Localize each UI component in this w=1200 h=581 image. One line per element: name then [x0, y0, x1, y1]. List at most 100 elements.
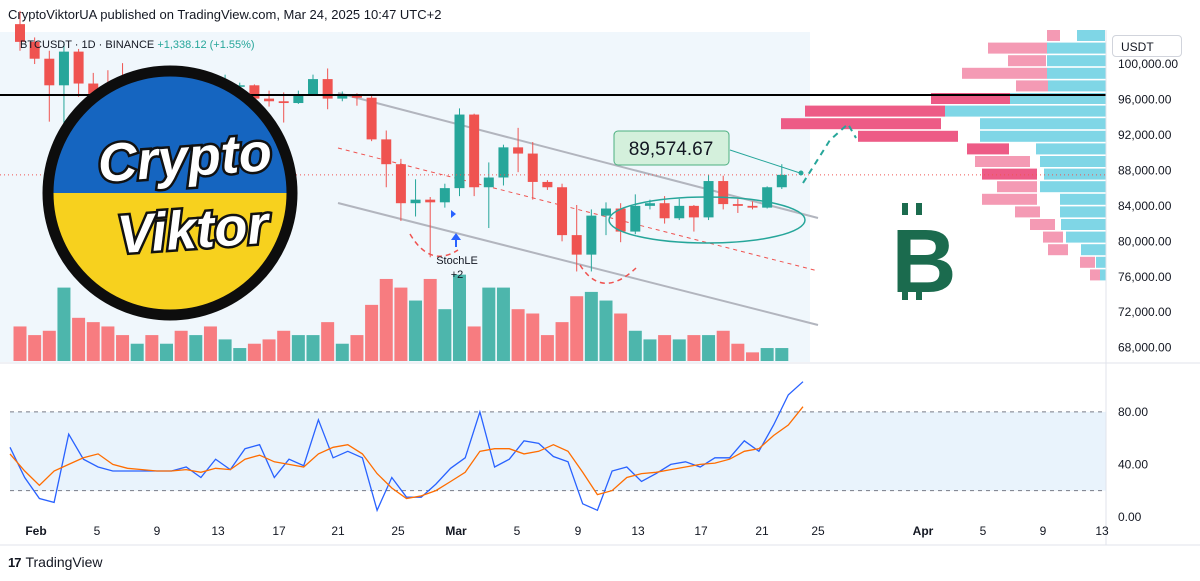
stoch-band-fill [10, 411, 1106, 491]
volume-bar [379, 278, 393, 361]
price-tick-label: 96,000.00 [1118, 92, 1172, 106]
stoch-arrowhead-icon [451, 233, 461, 240]
candle-body [688, 205, 699, 218]
candle-body [718, 181, 729, 205]
time-tick-label: Apr [913, 524, 934, 538]
candle-body [278, 101, 289, 104]
volume-bar [775, 348, 789, 361]
time-tick-label: Mar [445, 524, 467, 538]
volume-bar [628, 330, 642, 361]
candle-body [381, 139, 392, 165]
volume-profile-sell [982, 193, 1037, 205]
volume-bar [28, 335, 42, 361]
candle-body [88, 83, 99, 95]
projection-arrow [802, 122, 857, 184]
volume-profile-sell [997, 181, 1037, 193]
volume-profile-buy [980, 130, 1106, 142]
candle-body [601, 208, 611, 216]
candle-body [732, 204, 743, 206]
time-tick-label: 5 [94, 524, 101, 538]
candle-body [322, 79, 333, 99]
candle-body [293, 94, 304, 104]
candle-body [351, 95, 362, 98]
volume-bar [394, 287, 408, 361]
callout-connector [729, 149, 801, 174]
volume-bar [511, 309, 525, 361]
price-callout-box [613, 130, 730, 166]
stoch-signal-label: StochLE [436, 255, 478, 267]
channel-upper-line [337, 92, 819, 219]
volume-profile-sell [1090, 269, 1100, 281]
volume-profile-sell [1015, 206, 1040, 218]
volume-bar [467, 326, 481, 361]
time-tick-label: 17 [694, 524, 708, 538]
volume-profile-buy [1081, 244, 1106, 256]
volume-profile-buy [1060, 193, 1106, 205]
price-callout-label: 89,574.67 [629, 139, 714, 160]
volume-profile-sell [1030, 219, 1055, 230]
price-tick-label: 68,000.00 [1118, 341, 1172, 355]
volume-bar [672, 339, 686, 361]
volume-bar [482, 287, 496, 361]
volume-profile-buy [1048, 80, 1106, 92]
tradingview-footer[interactable]: 17 TradingView [8, 554, 103, 570]
callout-anchor [798, 170, 804, 176]
currency-unit-button[interactable]: USDT [1112, 35, 1182, 57]
candle-body [644, 203, 655, 206]
volume-profile-buy [1010, 93, 1106, 104]
volume-profile-sell [975, 156, 1030, 167]
volume-bar [233, 348, 247, 361]
stoch-tick-label: 80.00 [1118, 405, 1148, 419]
candle-body [498, 147, 509, 178]
volume-profile-sell [967, 143, 1009, 155]
stoch-tick-label: 0.00 [1118, 510, 1142, 524]
candle-body [527, 153, 538, 182]
volume-profile-buy [1066, 231, 1106, 243]
candle-body [615, 208, 626, 232]
candle-body [249, 85, 260, 99]
volume-profile-buy [1047, 55, 1106, 67]
time-tick-label: 9 [575, 524, 582, 538]
stoch-d-line [9, 406, 804, 500]
symbol-legend[interactable]: BTCUSDT · 1D · BINANCE +1,338.12 (+1.55%… [20, 39, 255, 51]
volume-bar [174, 330, 188, 361]
time-tick-label: 13 [1095, 524, 1109, 538]
volume-bar [218, 339, 232, 361]
logo-text-viktor: Viktor [115, 195, 273, 266]
price-tick-label: 92,000.00 [1118, 128, 1172, 142]
volume-profile-sell [1043, 231, 1063, 243]
price-tick-label: 84,000.00 [1118, 199, 1172, 213]
candle-body [395, 164, 406, 204]
volume-bar [687, 335, 701, 361]
volume-bar [599, 300, 613, 361]
time-tick-label: 5 [514, 524, 521, 538]
volume-bar [277, 330, 291, 361]
candle-body [542, 181, 553, 188]
volume-bar [145, 335, 159, 361]
crypto-viktor-logo: Crypto Viktor [42, 65, 298, 321]
volume-profile-buy [980, 118, 1106, 130]
candle-body [425, 199, 436, 203]
volume-profile-sell [781, 118, 941, 130]
publisher-line: CryptoViktorUA published on TradingView.… [8, 7, 442, 22]
volume-profile-buy [1100, 269, 1106, 281]
time-tick-label: 25 [391, 524, 405, 538]
price-tick-label: 76,000.00 [1118, 270, 1172, 284]
volume-profile-buy [1047, 67, 1106, 79]
volume-bar [584, 291, 598, 361]
volume-bar [306, 335, 320, 361]
volume-bar [731, 343, 745, 361]
volume-bar [247, 343, 261, 361]
candle-body [571, 235, 582, 255]
candle-body [454, 114, 465, 189]
channel-midline [337, 147, 819, 272]
volume-profile-buy [1036, 143, 1106, 155]
volume-profile-buy [1060, 206, 1106, 218]
volume-profile-buy [1044, 168, 1106, 180]
stoch-k-line [9, 381, 804, 513]
volume-bar [540, 335, 554, 361]
candle-body [659, 203, 670, 219]
candle-body [410, 199, 421, 204]
volume-profile-sell [1080, 256, 1095, 268]
